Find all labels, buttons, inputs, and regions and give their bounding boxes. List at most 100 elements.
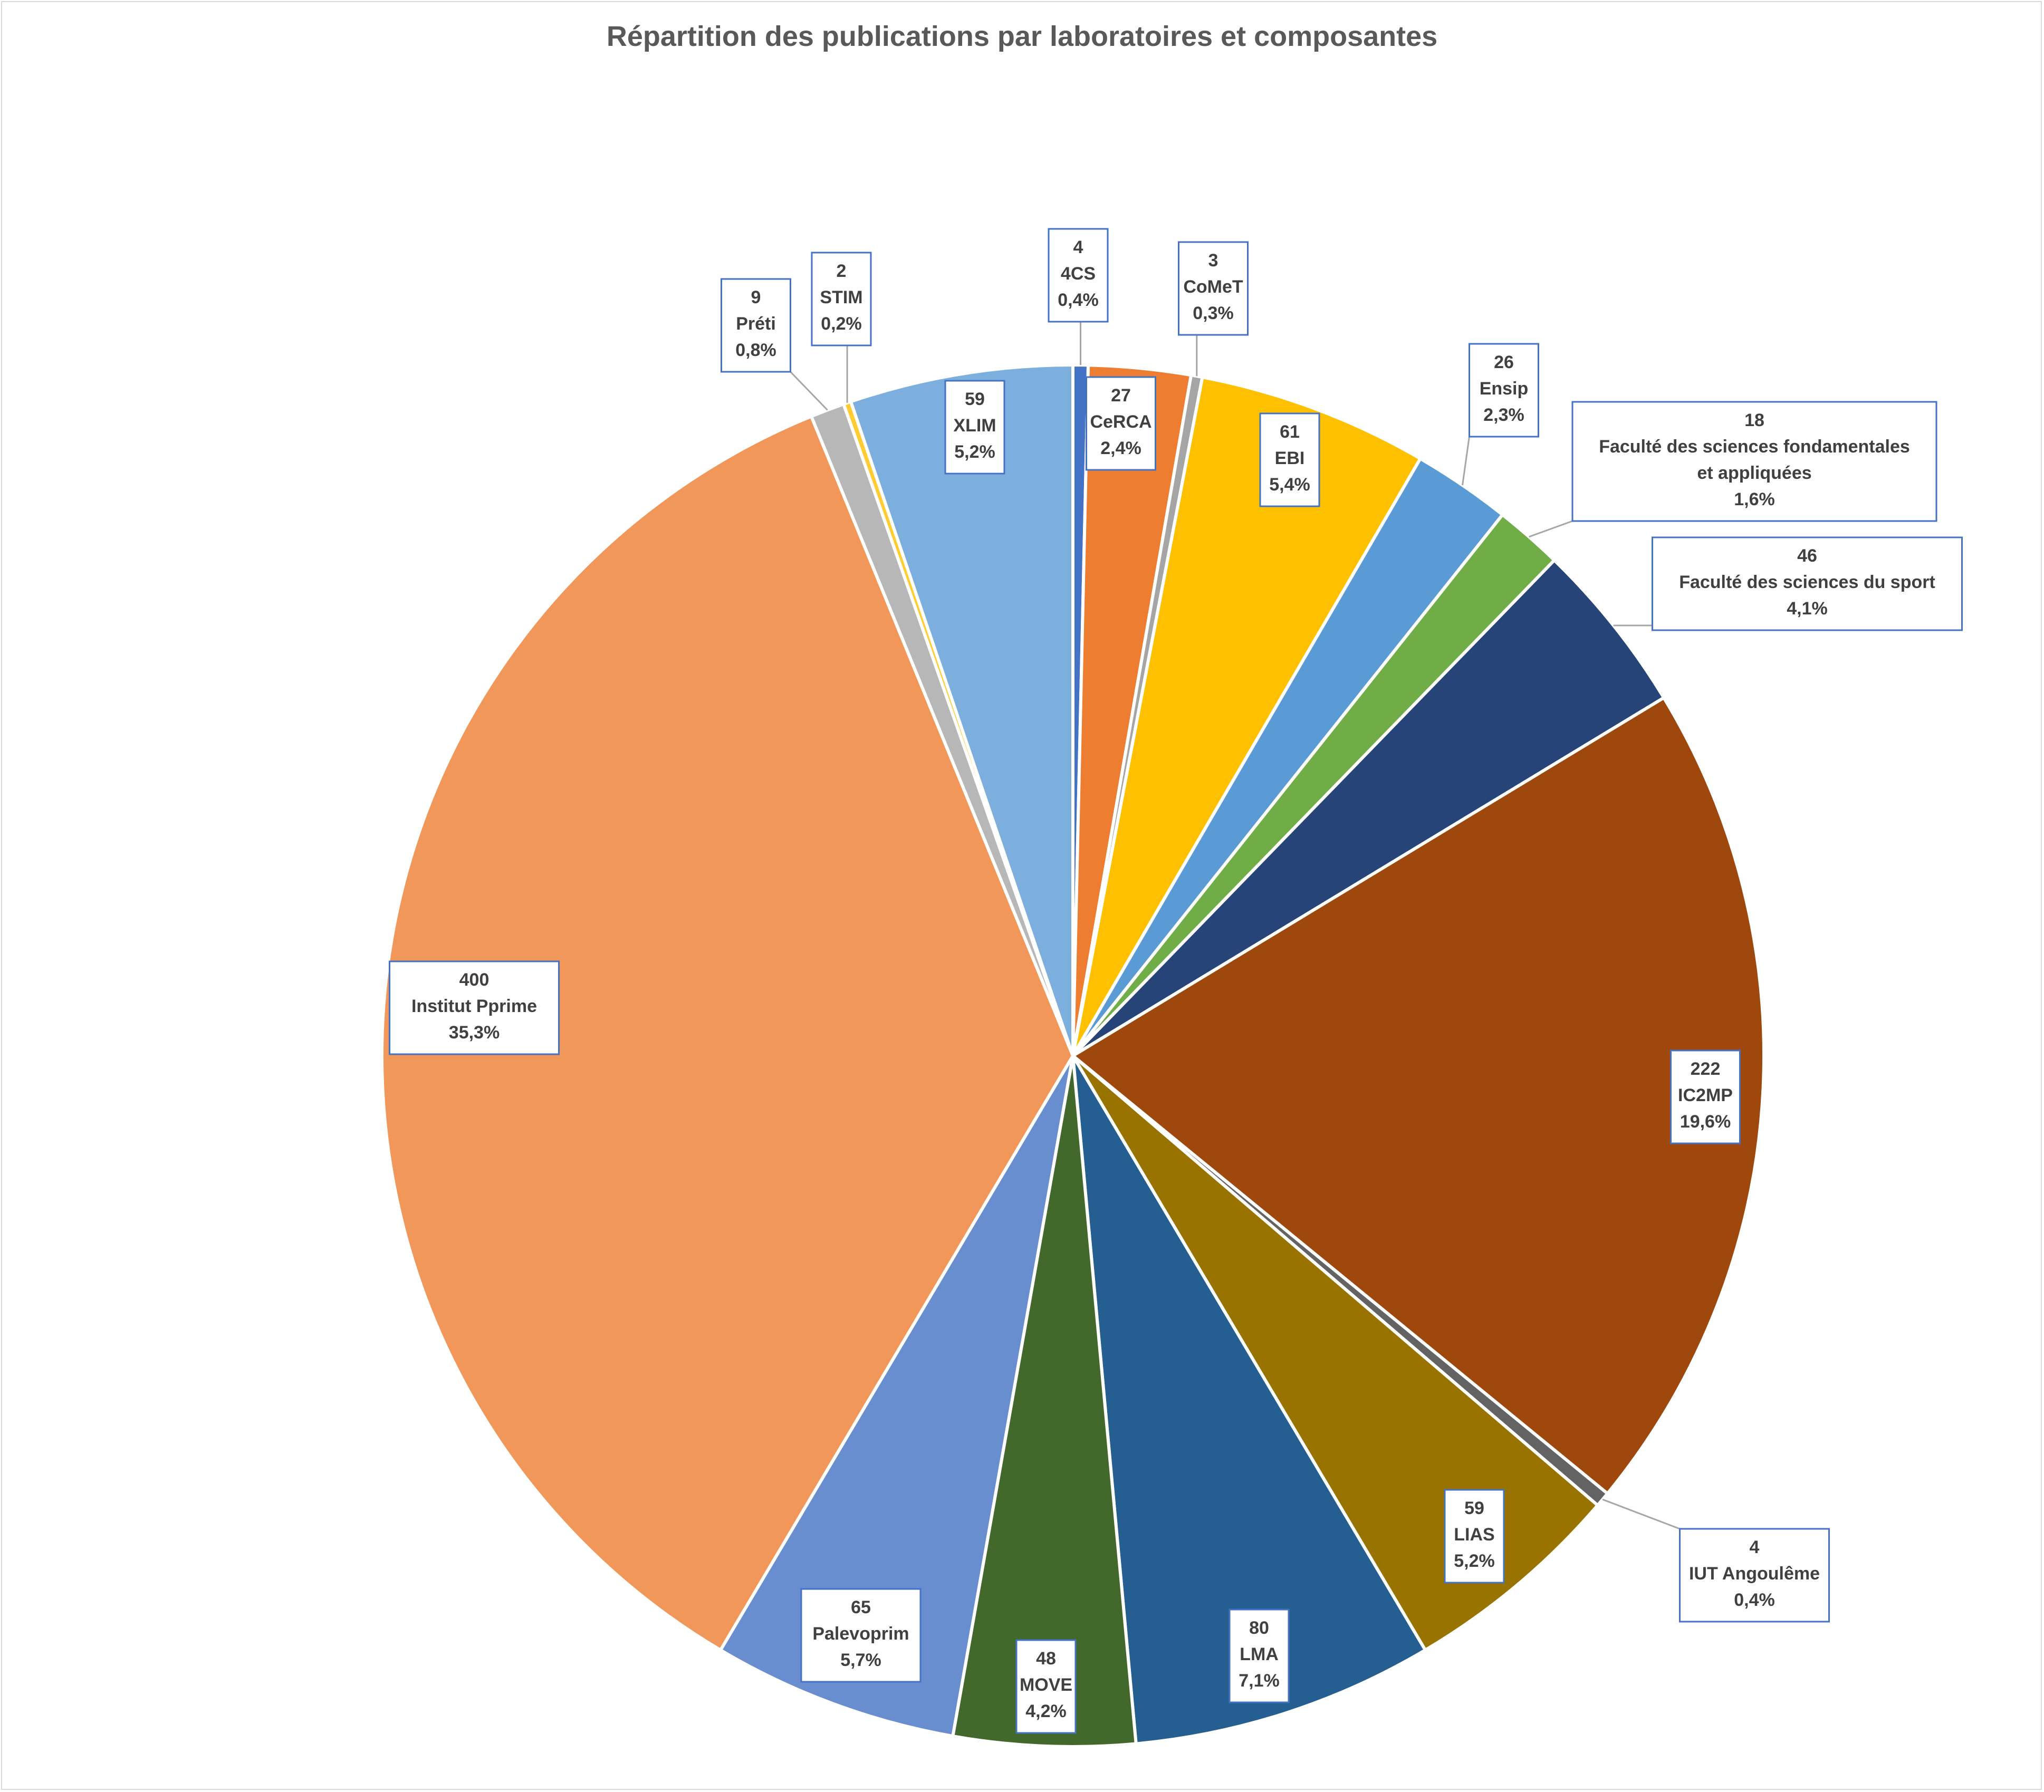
data-label-value: 59 — [1464, 1498, 1484, 1518]
pie-slice-institut-pprime — [380, 414, 1075, 1652]
data-label-box — [1048, 228, 1109, 323]
data-label-box — [1259, 412, 1320, 507]
data-label-value: 46 — [1797, 546, 1817, 566]
data-label-percent: 2,4% — [1100, 438, 1141, 458]
data-label-name: Préti — [736, 314, 776, 334]
data-label-value: 18 — [1744, 410, 1764, 430]
data-label-percent: 4,1% — [1787, 599, 1828, 619]
data-label-value: 4 — [1073, 237, 1083, 257]
data-label-value: 26 — [1494, 352, 1514, 372]
data-label-name: IUT Angoulême — [1689, 1564, 1820, 1584]
data-label-box — [1679, 1528, 1830, 1623]
leader-line-ensip — [1462, 436, 1470, 486]
data-label-palevoprim: 65 Palevoprim 5,7% — [800, 1588, 922, 1683]
data-label-institut-pprime: 400 Institut Pprime 35,3% — [389, 960, 560, 1055]
data-label-percent: 0,4% — [1734, 1590, 1775, 1610]
data-label-box — [811, 252, 872, 346]
data-label-box — [721, 278, 791, 373]
data-label-value: 59 — [965, 389, 985, 409]
data-label-value: 9 — [751, 287, 761, 307]
pie-slice-xlim — [849, 363, 1074, 1056]
data-label-percent: 5,4% — [1269, 475, 1310, 495]
data-label-ebi: 61 EBI 5,4% — [1259, 412, 1320, 507]
data-label-value: 80 — [1249, 1618, 1269, 1638]
data-label-percent: 0,2% — [821, 314, 862, 334]
data-label-value: 61 — [1280, 422, 1300, 442]
data-label-box — [1571, 401, 1937, 522]
data-label-percent: 5,2% — [954, 442, 995, 462]
data-label-name: MOVE — [1020, 1675, 1072, 1695]
data-label-name: Ensip — [1480, 379, 1529, 399]
data-label-value: 48 — [1036, 1649, 1056, 1669]
data-label-xlim: 59 XLIM 5,2% — [944, 380, 1005, 475]
data-label-percent: 19,6% — [1680, 1112, 1731, 1132]
data-label-box — [800, 1588, 922, 1683]
data-label-value: 27 — [1111, 386, 1131, 406]
data-label-name: et appliquées — [1697, 463, 1811, 483]
leader-line-iut-angouleme — [1602, 1498, 1681, 1530]
data-label-box — [944, 380, 1005, 475]
pie-slices — [380, 363, 1765, 1748]
data-label-percent: 0,4% — [1058, 290, 1099, 310]
data-label-ic2mp: 222 IC2MP 19,6% — [1670, 1049, 1741, 1144]
chart-title: Répartition des publications par laborat… — [606, 21, 1438, 52]
data-label-name: Faculté des sciences du sport — [1679, 572, 1935, 592]
pie-slice-palevoprim — [718, 1055, 1074, 1738]
data-label-preti: 9 Préti 0,8% — [721, 278, 791, 373]
data-label-box — [1015, 1639, 1077, 1734]
leader-line-preti — [790, 371, 828, 411]
data-label-stim: 2 STIM 0,2% — [811, 252, 872, 346]
data-label-percent: 5,7% — [840, 1650, 881, 1670]
data-label-value: 222 — [1691, 1059, 1721, 1079]
data-label-value: 400 — [459, 970, 490, 990]
pie-slice-ebi — [1071, 375, 1423, 1057]
data-label-box — [389, 960, 560, 1055]
data-label-name: CeRCA — [1090, 412, 1151, 432]
data-label-box — [1229, 1608, 1290, 1703]
pie-slice-ic2mp — [1070, 695, 1765, 1496]
data-label-name: 4CS — [1061, 264, 1096, 284]
pie-slice-move — [951, 1055, 1138, 1748]
data-label-comet: 3 CoMeT 0,3% — [1178, 241, 1249, 336]
data-label-box — [1469, 343, 1539, 438]
data-label-name: IC2MP — [1678, 1085, 1733, 1105]
data-label-name: Institut Pprime — [411, 996, 537, 1016]
data-label-percent: 1,6% — [1734, 489, 1775, 509]
data-label-percent: 0,3% — [1193, 303, 1234, 323]
data-label-percent: 0,8% — [735, 340, 776, 360]
data-label-lma: 80 LMA 7,1% — [1229, 1608, 1290, 1703]
data-label-name: Faculté des sciences fondamentales — [1599, 437, 1910, 457]
data-label-value: 4 — [1750, 1537, 1760, 1557]
data-label-percent: 4,2% — [1025, 1701, 1067, 1721]
data-label-name: LIAS — [1454, 1525, 1494, 1545]
data-label-name: LMA — [1240, 1644, 1279, 1664]
data-label-name: CoMeT — [1183, 277, 1243, 297]
data-label-percent: 35,3% — [449, 1023, 500, 1043]
data-label-box — [1086, 376, 1156, 471]
data-label-ensip: 26 Ensip 2,3% — [1469, 343, 1539, 438]
data-label-percent: 5,2% — [1454, 1551, 1495, 1571]
leader-lines — [790, 322, 1681, 1530]
data-label-box — [1178, 241, 1249, 336]
data-label-value: 2 — [837, 261, 847, 281]
data-label-faculte-des-sciences-fondamentales-et-appliquees: 18 Faculté des sciences fondamentales et a… — [1571, 401, 1937, 522]
pie-slice-lma — [1071, 1055, 1428, 1746]
data-label-value: 3 — [1208, 251, 1218, 271]
data-label-value: 65 — [851, 1597, 871, 1617]
data-labels: 44CS0,4%27CeRCA2,4%3CoMeT0,3%61EBI5,4%26… — [389, 228, 1963, 1734]
data-label-box — [1670, 1049, 1741, 1144]
leader-line-faculte-des-sciences-fondamentales-et-appliquees — [1529, 520, 1573, 538]
data-label-percent: 7,1% — [1239, 1671, 1280, 1691]
data-label-name: STIM — [820, 287, 862, 307]
data-label-lias: 59 LIAS 5,2% — [1444, 1489, 1505, 1584]
data-label-cerca: 27 CeRCA 2,4% — [1086, 376, 1156, 471]
data-label-faculte-des-sciences-du-sport: 46 Faculté des sciences du sport 4,1% — [1652, 536, 1963, 631]
data-label-name: Palevoprim — [812, 1624, 909, 1644]
data-label-move: 48 MOVE 4,2% — [1015, 1639, 1077, 1734]
data-label-box — [1444, 1489, 1505, 1584]
data-label-iut-angouleme: 4 IUT Angoulême 0,4% — [1679, 1528, 1830, 1623]
data-label-name: EBI — [1275, 448, 1305, 468]
data-label-4cs: 4 4CS 0,4% — [1048, 228, 1109, 323]
data-label-percent: 2,3% — [1483, 405, 1524, 425]
